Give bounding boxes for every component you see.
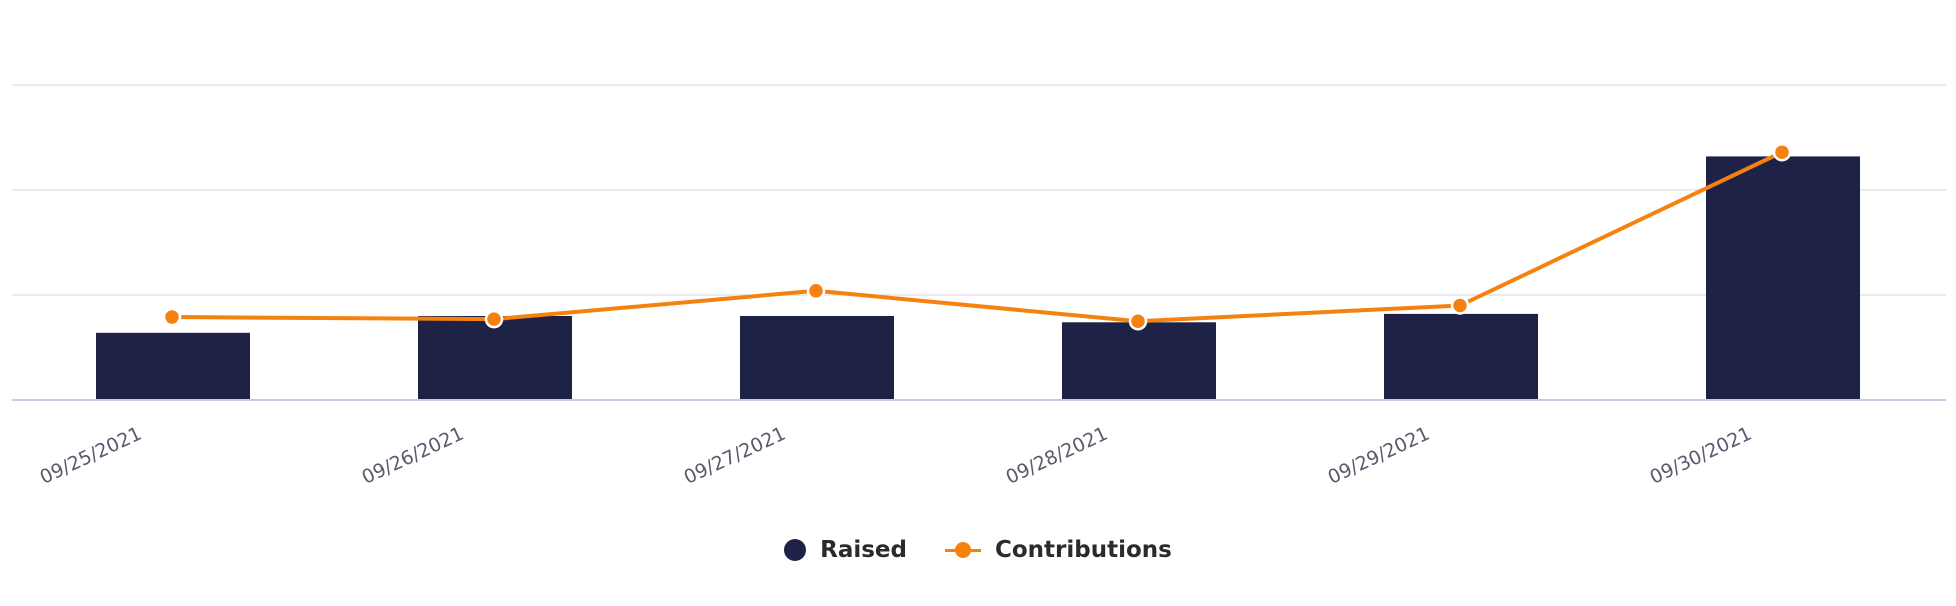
x-tick-label: 09/27/2021	[681, 423, 790, 489]
contributions-swatch-icon	[945, 539, 981, 561]
x-tick-label: 09/30/2021	[1647, 423, 1756, 489]
contributions-point	[162, 307, 182, 327]
contributions-point	[1450, 296, 1470, 315]
bar-raised	[1384, 313, 1538, 400]
x-tick-label: 09/26/2021	[359, 423, 468, 489]
contributions-point	[1772, 142, 1792, 162]
x-tick-label: 09/25/2021	[37, 423, 146, 489]
bar-raised	[96, 332, 250, 400]
bar-raised	[740, 316, 894, 400]
legend-label-raised: Raised	[820, 537, 907, 563]
contributions-point	[1128, 312, 1148, 331]
gridlines	[12, 84, 1946, 296]
legend: Raised Contributions	[0, 537, 1956, 563]
x-tick-labels: 09/25/2021 09/26/2021 09/27/2021 09/28/2021…	[37, 423, 1756, 489]
contributions-line-path	[171, 150, 1783, 324]
bar-raised	[418, 316, 572, 400]
raised-swatch-icon	[784, 539, 807, 561]
raised-bars	[96, 156, 1860, 400]
x-tick-label: 09/29/2021	[1325, 423, 1434, 489]
legend-item-contributions[interactable]: Contributions	[945, 537, 1172, 563]
bar-raised	[1706, 156, 1860, 400]
bar-raised	[1062, 322, 1216, 400]
contributions-point	[806, 281, 826, 301]
legend-item-raised[interactable]: Raised	[784, 537, 907, 563]
contributions-point	[484, 309, 504, 329]
x-tick-label: 09/28/2021	[1003, 423, 1112, 489]
contributions-line	[162, 142, 1792, 331]
combo-chart: 09/25/2021 09/26/2021 09/27/2021 09/28/2021…	[12, 84, 1946, 489]
legend-label-contributions: Contributions	[995, 537, 1172, 563]
